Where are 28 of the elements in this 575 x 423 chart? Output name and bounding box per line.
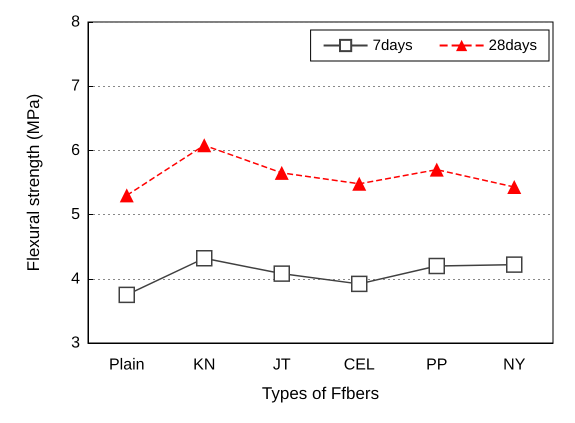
x-tick-label: Plain bbox=[108, 356, 145, 374]
legend-label: 28days bbox=[488, 37, 538, 54]
y-axis-title: Flexural strength (MPa) bbox=[24, 94, 43, 272]
legend-label: 7days bbox=[372, 37, 413, 54]
point bbox=[196, 250, 212, 267]
x-tick-label: PP bbox=[426, 356, 448, 374]
point bbox=[118, 286, 135, 304]
point bbox=[506, 256, 522, 273]
y-tick-label: 5 bbox=[71, 206, 80, 224]
y-tick-label: 6 bbox=[71, 142, 80, 159]
x-tick-label: KN bbox=[193, 356, 216, 374]
x-tick-label: JT bbox=[272, 356, 291, 374]
point bbox=[351, 276, 368, 292]
x-axis-title: Types of Ffbers bbox=[262, 384, 380, 403]
point bbox=[430, 162, 444, 177]
point bbox=[428, 258, 445, 274]
y-tick-label: 7 bbox=[71, 78, 80, 95]
y-tick-label: 8 bbox=[71, 14, 80, 30]
point bbox=[352, 176, 366, 191]
point bbox=[197, 138, 212, 152]
point bbox=[507, 180, 522, 194]
point bbox=[120, 188, 134, 202]
point bbox=[274, 166, 289, 180]
point bbox=[274, 265, 290, 282]
x-tick-label: CEL bbox=[344, 356, 375, 374]
y-tick-label: 4 bbox=[71, 270, 80, 288]
x-tick-label: NY bbox=[503, 356, 526, 374]
y-tick-label: 3 bbox=[71, 334, 80, 352]
